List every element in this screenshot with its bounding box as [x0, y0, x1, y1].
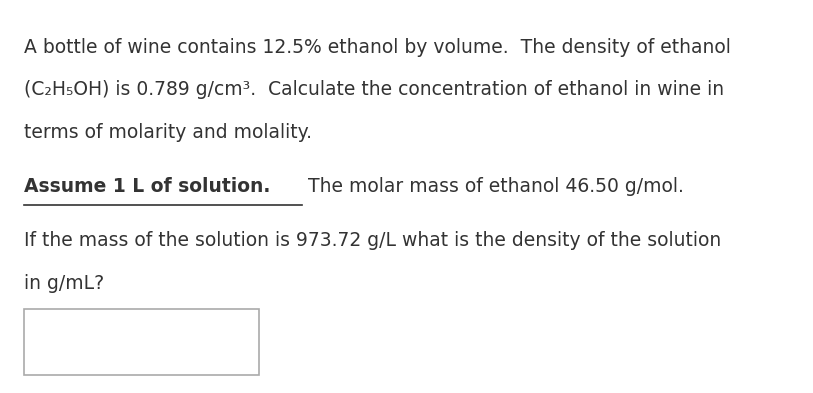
- Text: If the mass of the solution is 973.72 g/L what is the density of the solution: If the mass of the solution is 973.72 g/…: [24, 231, 721, 250]
- Text: The molar mass of ethanol 46.50 g/mol.: The molar mass of ethanol 46.50 g/mol.: [302, 177, 685, 196]
- Text: Assume 1 L of solution.: Assume 1 L of solution.: [24, 177, 271, 196]
- FancyBboxPatch shape: [24, 309, 259, 375]
- Text: (C₂H₅OH) is 0.789 g/cm³.  Calculate the concentration of ethanol in wine in: (C₂H₅OH) is 0.789 g/cm³. Calculate the c…: [24, 80, 724, 99]
- Text: in g/mL?: in g/mL?: [24, 274, 104, 293]
- Text: terms of molarity and molality.: terms of molarity and molality.: [24, 123, 312, 142]
- Text: A bottle of wine contains 12.5% ethanol by volume.  The density of ethanol: A bottle of wine contains 12.5% ethanol …: [24, 38, 731, 57]
